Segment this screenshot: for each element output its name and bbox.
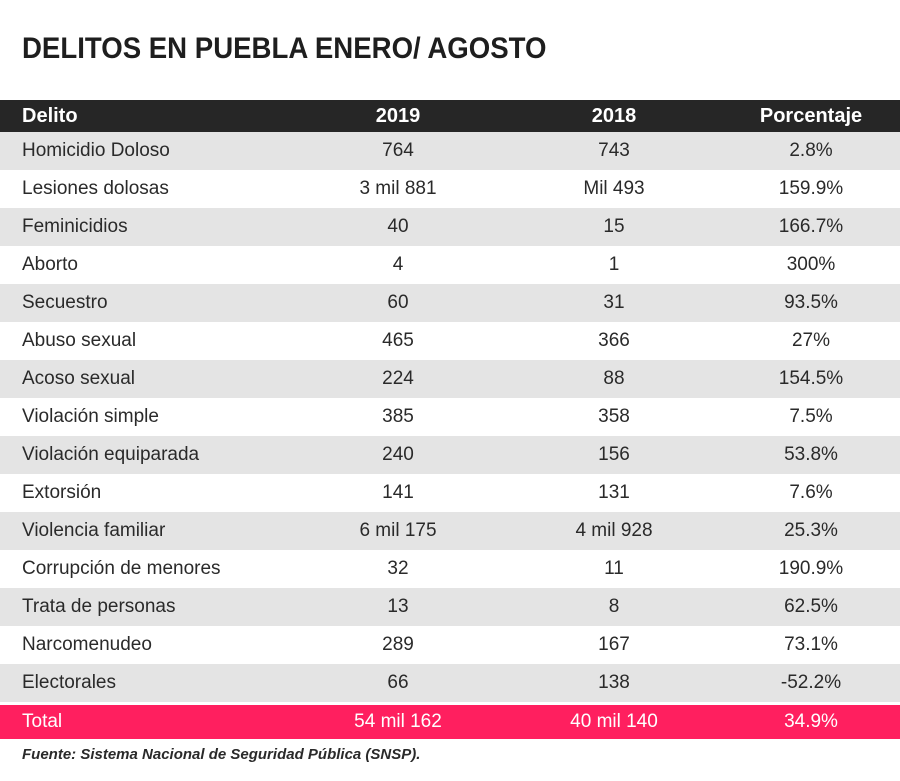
value-cell: 240 [290, 436, 506, 474]
crime-name-cell: Aborto [0, 246, 290, 284]
value-cell: 73.1% [722, 626, 900, 664]
crime-name-cell: Trata de personas [0, 588, 290, 626]
value-cell: 224 [290, 360, 506, 398]
value-cell: 4 mil 928 [506, 512, 722, 550]
value-cell: 27% [722, 322, 900, 360]
crime-name-cell: Violación equiparada [0, 436, 290, 474]
table-row: Corrupción de menores 32 11 190.9% [0, 550, 900, 588]
crime-name-cell: Feminicidios [0, 208, 290, 246]
value-cell: 154.5% [722, 360, 900, 398]
table-row: Secuestro 60 31 93.5% [0, 284, 900, 322]
crime-name-cell: Secuestro [0, 284, 290, 322]
table-body: Homicidio Doloso 764 743 2.8% Lesiones dolos… [0, 132, 900, 705]
source-note: Fuente: Sistema Nacional de Seguridad Pú… [22, 746, 421, 763]
value-cell: 31 [506, 284, 722, 322]
value-cell: 60 [290, 284, 506, 322]
table-row: Narcomenudeo 289 167 73.1% [0, 626, 900, 664]
total-cell: 54 mil 162 [290, 705, 506, 739]
value-cell: 743 [506, 132, 722, 170]
value-cell: 25.3% [722, 512, 900, 550]
total-cell: 34.9% [722, 705, 900, 739]
value-cell: 11 [506, 550, 722, 588]
crime-name-cell: Electorales [0, 664, 290, 702]
value-cell: 764 [290, 132, 506, 170]
value-cell: 358 [506, 398, 722, 436]
value-cell: 6 mil 175 [290, 512, 506, 550]
value-cell: 167 [506, 626, 722, 664]
value-cell: 93.5% [722, 284, 900, 322]
value-cell: 131 [506, 474, 722, 512]
value-cell: 7.6% [722, 474, 900, 512]
value-cell: 7.5% [722, 398, 900, 436]
crime-name-cell: Lesiones dolosas [0, 170, 290, 208]
value-cell: 88 [506, 360, 722, 398]
crime-name-cell: Extorsión [0, 474, 290, 512]
value-cell: 2.8% [722, 132, 900, 170]
total-row: Total 54 mil 162 40 mil 140 34.9% [0, 705, 900, 739]
spacer-cell [0, 702, 900, 705]
value-cell: 13 [290, 588, 506, 626]
crime-name-cell: Violencia familiar [0, 512, 290, 550]
value-cell: 8 [506, 588, 722, 626]
value-cell: 53.8% [722, 436, 900, 474]
chart-title: DELITOS EN PUEBLA ENERO/ AGOSTO [22, 32, 547, 65]
total-cell: 40 mil 140 [506, 705, 722, 739]
table-row: Acoso sexual 224 88 154.5% [0, 360, 900, 398]
value-cell: 166.7% [722, 208, 900, 246]
table-row: Violación equiparada 240 156 53.8% [0, 436, 900, 474]
table-row: Abuso sexual 465 366 27% [0, 322, 900, 360]
crime-name-cell: Violación simple [0, 398, 290, 436]
table-row: Extorsión 141 131 7.6% [0, 474, 900, 512]
value-cell: 66 [290, 664, 506, 702]
crime-name-cell: Narcomenudeo [0, 626, 290, 664]
value-cell: 3 mil 881 [290, 170, 506, 208]
column-header: Porcentaje [722, 100, 900, 132]
table-row: Homicidio Doloso 764 743 2.8% [0, 132, 900, 170]
value-cell: 156 [506, 436, 722, 474]
value-cell: 40 [290, 208, 506, 246]
table-row: Trata de personas 13 8 62.5% [0, 588, 900, 626]
column-header: 2019 [290, 100, 506, 132]
value-cell: 385 [290, 398, 506, 436]
value-cell: 141 [290, 474, 506, 512]
header-row: Delito 2019 2018 Porcentaje [0, 100, 900, 132]
crime-name-cell: Acoso sexual [0, 360, 290, 398]
value-cell: 32 [290, 550, 506, 588]
total-cell: Total [0, 705, 290, 739]
spacer-row [0, 702, 900, 705]
value-cell: 62.5% [722, 588, 900, 626]
value-cell: 15 [506, 208, 722, 246]
crime-name-cell: Corrupción de menores [0, 550, 290, 588]
value-cell: 300% [722, 246, 900, 284]
value-cell: 190.9% [722, 550, 900, 588]
table-row: Violencia familiar 6 mil 175 4 mil 928 25.3… [0, 512, 900, 550]
crime-table: Delito 2019 2018 Porcentaje Homicidio Do… [0, 100, 900, 739]
table-row: Electorales 66 138 -52.2% [0, 664, 900, 702]
value-cell: 159.9% [722, 170, 900, 208]
value-cell: 1 [506, 246, 722, 284]
value-cell: 289 [290, 626, 506, 664]
column-header: 2018 [506, 100, 722, 132]
value-cell: 138 [506, 664, 722, 702]
column-header: Delito [0, 100, 290, 132]
crime-name-cell: Abuso sexual [0, 322, 290, 360]
value-cell: 4 [290, 246, 506, 284]
value-cell: 465 [290, 322, 506, 360]
table-row: Lesiones dolosas 3 mil 881 Mil 493 159.9% [0, 170, 900, 208]
table-row: Feminicidios 40 15 166.7% [0, 208, 900, 246]
value-cell: 366 [506, 322, 722, 360]
table-row: Violación simple 385 358 7.5% [0, 398, 900, 436]
value-cell: Mil 493 [506, 170, 722, 208]
table-row: Aborto 4 1 300% [0, 246, 900, 284]
crime-name-cell: Homicidio Doloso [0, 132, 290, 170]
value-cell: -52.2% [722, 664, 900, 702]
